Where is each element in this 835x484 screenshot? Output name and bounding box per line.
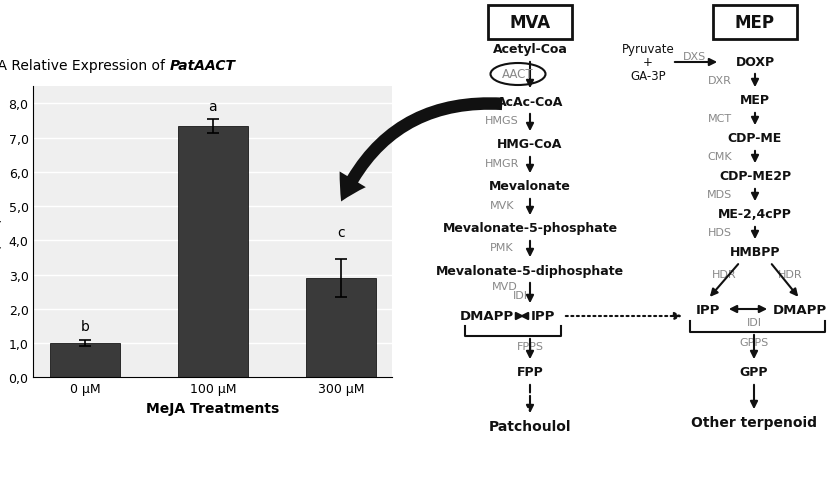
Text: a: a <box>209 99 217 113</box>
Text: HDR: HDR <box>777 270 802 279</box>
FancyBboxPatch shape <box>488 6 572 40</box>
Text: c: c <box>337 225 345 239</box>
Bar <box>178 126 248 378</box>
Text: GPP: GPP <box>740 366 768 378</box>
Text: Patchoulol: Patchoulol <box>488 419 571 433</box>
Text: Other terpenoid: Other terpenoid <box>691 415 817 429</box>
Text: CMK: CMK <box>708 151 732 162</box>
Text: DOXP: DOXP <box>736 56 775 69</box>
Bar <box>306 278 376 378</box>
Y-axis label: mRNA Relative Expression
(fold): mRNA Relative Expression (fold) <box>0 150 3 315</box>
Text: CDP-ME: CDP-ME <box>728 132 782 145</box>
Text: MVD: MVD <box>492 281 518 291</box>
Text: PatAACT: PatAACT <box>170 59 235 73</box>
Text: HMG-CoA: HMG-CoA <box>498 138 563 151</box>
Text: DXS: DXS <box>682 52 706 62</box>
Text: FPP: FPP <box>517 366 544 378</box>
Text: IPP: IPP <box>531 310 555 323</box>
Text: AcAc-CoA: AcAc-CoA <box>497 95 563 108</box>
Text: AACT: AACT <box>502 68 534 81</box>
Text: HMBPP: HMBPP <box>730 246 780 259</box>
FancyBboxPatch shape <box>713 6 797 40</box>
Text: MDS: MDS <box>707 190 732 199</box>
Text: GA-3P: GA-3P <box>630 69 665 82</box>
Text: DMAPP: DMAPP <box>773 303 827 316</box>
Text: ME-2,4cPP: ME-2,4cPP <box>718 208 792 221</box>
Text: HDR: HDR <box>711 270 736 279</box>
X-axis label: MeJA Treatments: MeJA Treatments <box>146 401 280 415</box>
Text: PMK: PMK <box>490 242 514 253</box>
Text: MVA: MVA <box>509 14 550 32</box>
Text: Acetyl-Coa: Acetyl-Coa <box>493 44 568 56</box>
Bar <box>50 343 120 378</box>
Text: DXR: DXR <box>708 76 732 86</box>
Text: FPPS: FPPS <box>517 341 544 351</box>
Text: Mevalonate-5-diphosphate: Mevalonate-5-diphosphate <box>436 264 624 277</box>
Text: DMAPP: DMAPP <box>460 310 514 323</box>
Text: Mevalonate: Mevalonate <box>489 180 571 193</box>
Text: Mevalonate-5-phosphate: Mevalonate-5-phosphate <box>443 222 618 235</box>
Text: Pyruvate: Pyruvate <box>621 44 675 56</box>
Text: mRNA Relative Expression of: mRNA Relative Expression of <box>0 59 170 73</box>
Text: GPPS: GPPS <box>739 337 769 348</box>
Text: IDI: IDI <box>513 290 528 301</box>
Text: HMGS: HMGS <box>485 116 519 126</box>
Text: CDP-ME2P: CDP-ME2P <box>719 170 791 183</box>
Text: IDI: IDI <box>746 318 762 327</box>
Text: IPP: IPP <box>696 303 720 316</box>
Text: HDS: HDS <box>708 227 732 238</box>
FancyArrowPatch shape <box>340 98 503 202</box>
Text: b: b <box>80 320 89 334</box>
Text: +: + <box>643 56 653 69</box>
Text: MCT: MCT <box>708 114 732 124</box>
Text: HMGR: HMGR <box>485 159 519 168</box>
Text: MEP: MEP <box>735 14 775 32</box>
Text: MVK: MVK <box>490 200 514 211</box>
Text: MEP: MEP <box>740 94 770 107</box>
